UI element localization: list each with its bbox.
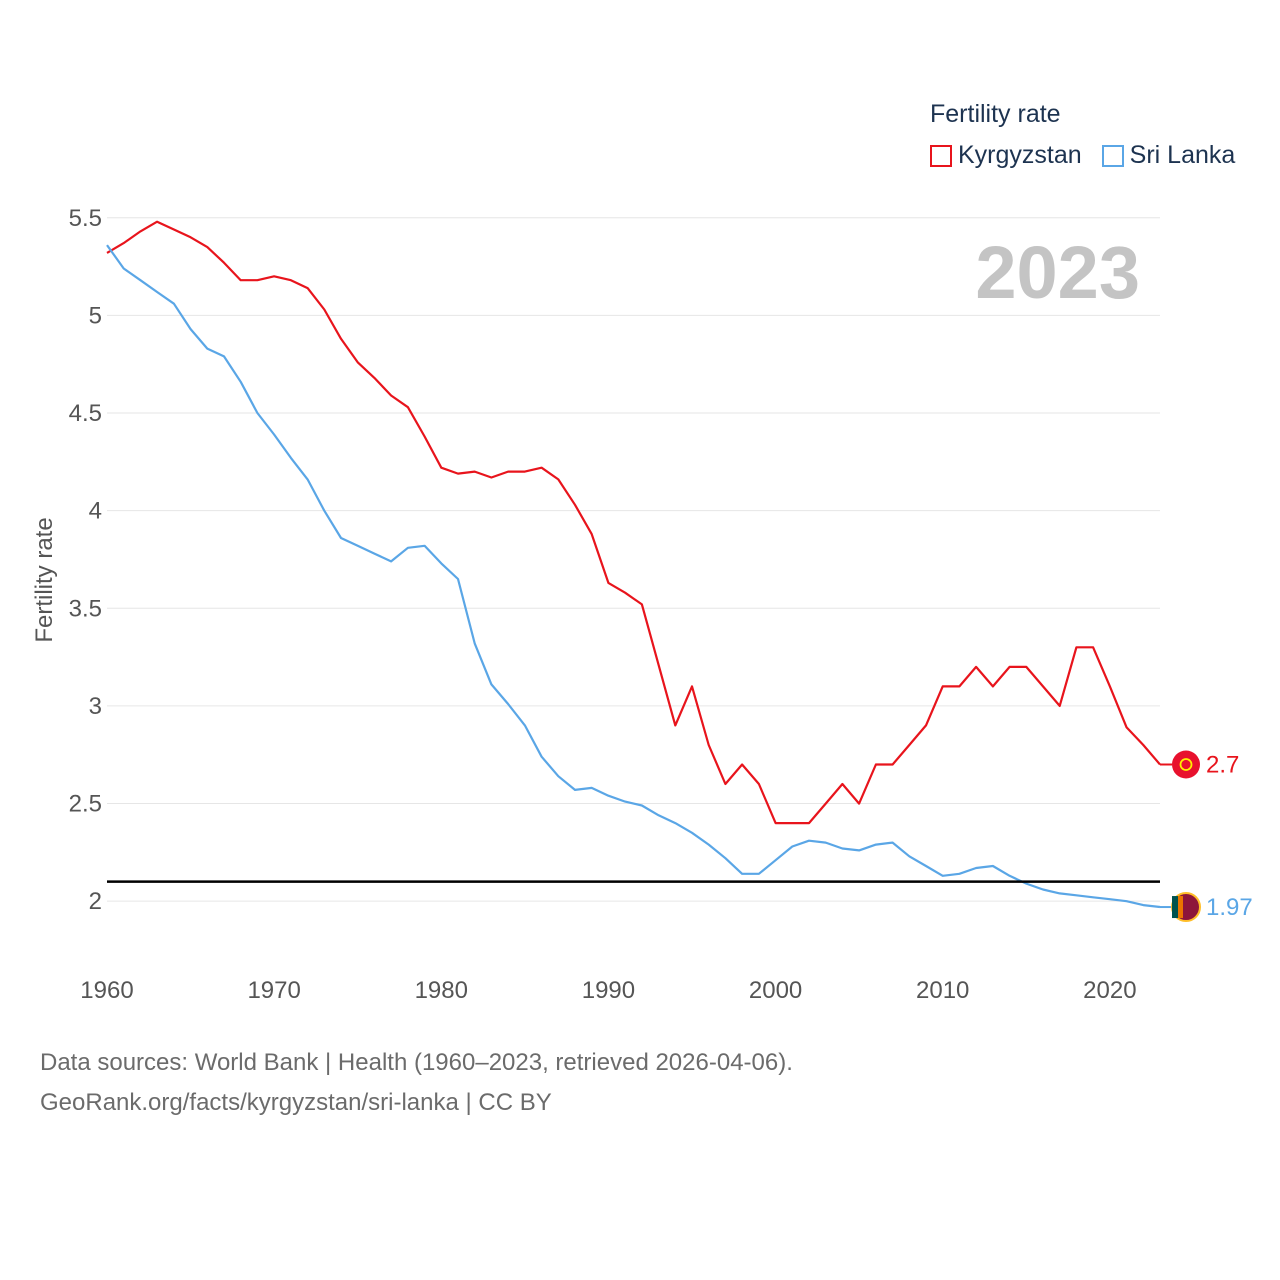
footer: Data sources: World Bank | Health (1960–… — [40, 1043, 793, 1123]
x-tick-labels: 1960 1970 1980 1990 2000 2010 2020 — [80, 977, 1136, 1004]
legend-item-kyrgyzstan[interactable]: Kyrgyzstan — [930, 141, 1082, 170]
flag-stripe-green — [1172, 896, 1178, 919]
legend-swatch-kyrgyzstan — [930, 144, 952, 167]
y-tick-label: 5 — [89, 302, 102, 329]
legend-swatch-sri-lanka — [1101, 144, 1124, 167]
legend-title: Fertility rate — [930, 100, 1061, 128]
x-tick-label: 1990 — [582, 977, 635, 1004]
flag-kyrgyzstan-icon — [1172, 750, 1200, 779]
y-tick-label: 4 — [89, 498, 102, 525]
series-lines — [106, 220, 1161, 909]
flag-sun-icon — [1179, 758, 1193, 771]
attribution-text: GeoRank.org/facts/kyrgyzstan/sri-lanka |… — [40, 1089, 552, 1116]
x-tick-label: 2010 — [916, 977, 969, 1004]
end-value-label-sri-lanka: 1.97 — [1206, 894, 1253, 921]
data-source-text: Data sources: World Bank | Health (1960–… — [40, 1049, 793, 1076]
x-tick-label: 1960 — [80, 977, 133, 1004]
y-tick-label: 3.5 — [69, 595, 102, 622]
y-tick-label: 5.5 — [69, 205, 102, 232]
y-axis-label: Fertility rate — [31, 517, 58, 642]
x-tick-label: 1970 — [247, 977, 300, 1004]
y-tick-label: 2 — [89, 888, 102, 915]
series-line-kyrgyzstan — [106, 220, 1161, 825]
y-tick-label: 3 — [89, 693, 102, 720]
legend-item-sri-lanka[interactable]: Sri Lanka — [1101, 141, 1236, 170]
x-tick-label: 2020 — [1083, 977, 1136, 1004]
end-markers: 2.7 1.97 — [1160, 750, 1253, 923]
series-line-sri-lanka — [106, 244, 1161, 909]
x-tick-label: 2000 — [749, 977, 802, 1004]
y-tick-label: 2.5 — [69, 791, 102, 818]
y-tick-label: 4.5 — [69, 400, 102, 427]
legend: Kyrgyzstan Sri Lanka — [930, 141, 1255, 170]
grid-lines — [107, 217, 1160, 902]
legend-label-kyrgyzstan: Kyrgyzstan — [958, 141, 1082, 169]
flag-stripe-orange — [1178, 896, 1183, 919]
legend-label-sri-lanka: Sri Lanka — [1129, 141, 1236, 169]
year-watermark: 2023 — [975, 231, 1140, 314]
y-tick-labels: 2 2.5 3 3.5 4 4.5 5 5.5 — [69, 205, 102, 915]
end-value-label-kyrgyzstan: 2.7 — [1206, 752, 1239, 779]
x-tick-label: 1980 — [415, 977, 468, 1004]
